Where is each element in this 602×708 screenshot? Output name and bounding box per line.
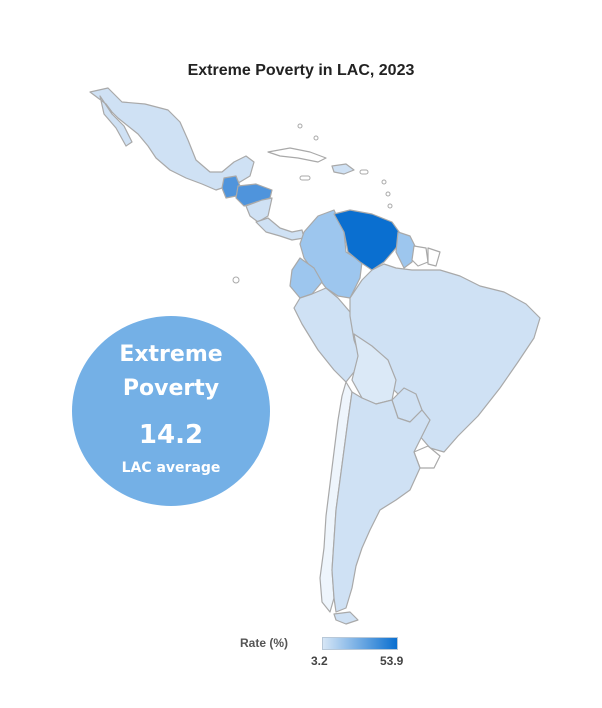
callout-caption: LAC average <box>121 460 221 476</box>
region-mexico <box>89 87 255 191</box>
region-dominican-republic <box>331 163 355 175</box>
extreme-poverty-callout: Extreme Poverty 14.2 LAC average <box>72 316 270 506</box>
legend-min-label: 3.2 <box>311 654 328 668</box>
callout-line-2: Poverty <box>122 376 220 401</box>
region-guyana <box>395 231 417 269</box>
island-puerto-rico <box>359 169 369 175</box>
legend-color-scale <box>322 637 398 650</box>
island-bahamas-1 <box>297 123 303 129</box>
region-venezuela <box>333 209 403 271</box>
island-antilles-1 <box>381 179 387 185</box>
island-galapagos <box>232 276 240 284</box>
region-argentina <box>331 391 431 613</box>
region-panama <box>255 217 305 241</box>
map-title: Extreme Poverty in LAC, 2023 <box>187 62 415 79</box>
island-antilles-3 <box>387 203 393 209</box>
island-antilles-2 <box>385 191 391 197</box>
callout-line-1: Extreme <box>119 342 223 367</box>
legend-max-label: 53.9 <box>380 654 404 668</box>
region-cuba <box>267 147 327 163</box>
callout-value: 14.2 <box>138 420 204 450</box>
island-jamaica <box>299 175 311 181</box>
island-bahamas-2 <box>313 135 319 141</box>
legend-title: Rate (%) <box>240 636 289 650</box>
region-tierra-del-fuego <box>333 611 359 625</box>
region-french-guiana <box>427 247 441 267</box>
region-nicaragua <box>245 197 273 223</box>
region-suriname <box>411 245 429 267</box>
